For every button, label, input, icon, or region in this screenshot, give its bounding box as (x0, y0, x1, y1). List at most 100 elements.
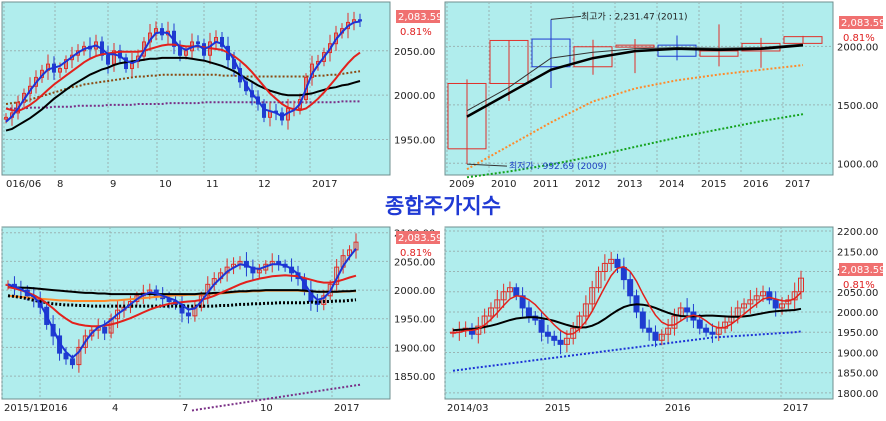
change-label: 0.81% (843, 280, 875, 291)
high-annotation: 최고가 : 2,231.47 (2011) (581, 11, 687, 22)
candle-body (494, 299, 501, 309)
weekly-candlestick-chart-2014[interactable]: 2200.002150.002100.002050.002000.001950.… (443, 225, 886, 417)
candle-body (582, 303, 589, 317)
y-tick-label: 1850.00 (837, 369, 878, 380)
x-tick-label: 2015 (545, 403, 570, 414)
ma-green-line (466, 113, 804, 179)
last-price-label: 2,083.59 (398, 233, 443, 244)
x-tick-label: 2014 (659, 179, 684, 190)
y-tick-label: 1950.00 (394, 315, 435, 326)
y-tick-label: 1900.00 (394, 343, 435, 354)
candle-body (196, 41, 200, 45)
candle-body (696, 319, 703, 329)
candle-body (646, 327, 653, 333)
candle-body (772, 299, 779, 309)
ma-red-line (452, 265, 802, 335)
candle-body (531, 38, 571, 68)
ma-thin-line (466, 43, 804, 112)
x-tick-label: 11 (206, 179, 219, 190)
y-tick-label: 1800.00 (837, 389, 878, 400)
candle-body (304, 76, 308, 101)
ma-blue-line (5, 20, 361, 123)
candle-body (652, 331, 659, 341)
candle-body (665, 327, 672, 335)
x-tick-label: 2013 (617, 179, 642, 190)
x-tick-label: 4 (112, 403, 118, 414)
candle-body (58, 68, 62, 73)
daily-candlestick-chart-2016[interactable]: 2050.00 2000.00 1950.00 016/06 8 9 10 11 12 2017 2… (0, 0, 443, 192)
last-price-label: 2,083.59 (398, 12, 443, 23)
candle-body (709, 331, 716, 335)
ma-red-line (7, 274, 357, 328)
y-tick-label: 2050.00 (394, 47, 435, 58)
x-tick-label: 2016 (665, 403, 690, 414)
chart-bottom-right: 2200.002150.002100.002050.002000.001950.… (443, 225, 886, 421)
ma-purple-line (191, 383, 361, 412)
candle-body (627, 279, 634, 297)
candle-body (747, 299, 754, 305)
x-tick-label: 2016 (743, 179, 768, 190)
plot-area (444, 226, 834, 400)
candle-body (127, 301, 133, 308)
candle-body (321, 295, 327, 305)
ma-blue-line (7, 248, 357, 360)
x-tick-label: 2017 (334, 403, 359, 414)
candle-body (785, 299, 792, 305)
last-price-tag (396, 231, 440, 244)
candle-body (615, 44, 655, 48)
candle-body (608, 258, 615, 264)
candle-body (544, 331, 551, 337)
candle-body (589, 287, 596, 305)
x-tick-label: 2009 (449, 179, 474, 190)
last-price-label: 2,083.59 (841, 265, 886, 276)
chart-bottom-left: 2100.002050.002000.001950.001900.001850.… (0, 225, 443, 421)
x-tick-label: 12 (258, 179, 271, 190)
last-price-label: 2,083.59 (841, 18, 886, 29)
ma-purple-line (6, 100, 360, 110)
y-tick-label: 2000.00 (394, 286, 435, 297)
page-title: 종합주가지수 (385, 194, 501, 218)
y-tick-label: 2000.00 (837, 42, 878, 53)
y-tick-label: 2000.00 (394, 91, 435, 102)
y-tick-label: 1950.00 (837, 328, 878, 339)
candle-body (551, 335, 558, 341)
x-tick-label: 2014/03 (447, 403, 489, 414)
x-tick-label: 10 (260, 403, 273, 414)
change-label: 0.81% (400, 248, 432, 259)
candle-body (76, 346, 82, 366)
candle-body (506, 287, 513, 293)
y-tick-label: 2200.00 (837, 227, 878, 238)
y-tick-label: 2000.00 (837, 308, 878, 319)
ma-brown-line (5, 70, 361, 105)
candle-body (760, 291, 767, 297)
low-annotation: 최저가 : 992.69 (2009) (509, 161, 607, 172)
candle-body (220, 36, 224, 47)
candle-body (741, 303, 748, 309)
candle-body (779, 303, 786, 309)
ma-black-line (452, 303, 802, 332)
daily-candlestick-chart-2015[interactable]: 2100.002050.002000.001950.001900.001850.… (0, 225, 443, 417)
candle-body (115, 309, 121, 320)
candle-body (614, 258, 621, 268)
x-tick-label: 9 (110, 179, 116, 190)
candle-body (513, 287, 520, 297)
x-tick-label: 016/06 (6, 179, 41, 190)
candle-body (89, 329, 95, 337)
ma-red-line (5, 43, 361, 113)
ma-black-line (5, 56, 361, 132)
candle-body (500, 291, 507, 301)
candle-body (671, 315, 678, 329)
candle-body (703, 327, 710, 333)
x-tick-label: 2017 (312, 179, 337, 190)
candle-body (64, 59, 68, 70)
last-price-tag (839, 16, 883, 29)
candle-body (82, 335, 88, 348)
candle-body (538, 319, 545, 333)
candle-body (601, 262, 608, 273)
yearly-candlestick-chart[interactable]: 2000.00 1500.00 1000.00 2009 2010 2011 2012 201… (443, 0, 886, 192)
candle-body (322, 52, 326, 62)
x-tick-label: 2012 (575, 179, 600, 190)
candle-body (766, 291, 773, 301)
change-label: 0.81% (843, 33, 875, 44)
change-label: 0.81% (400, 27, 432, 38)
